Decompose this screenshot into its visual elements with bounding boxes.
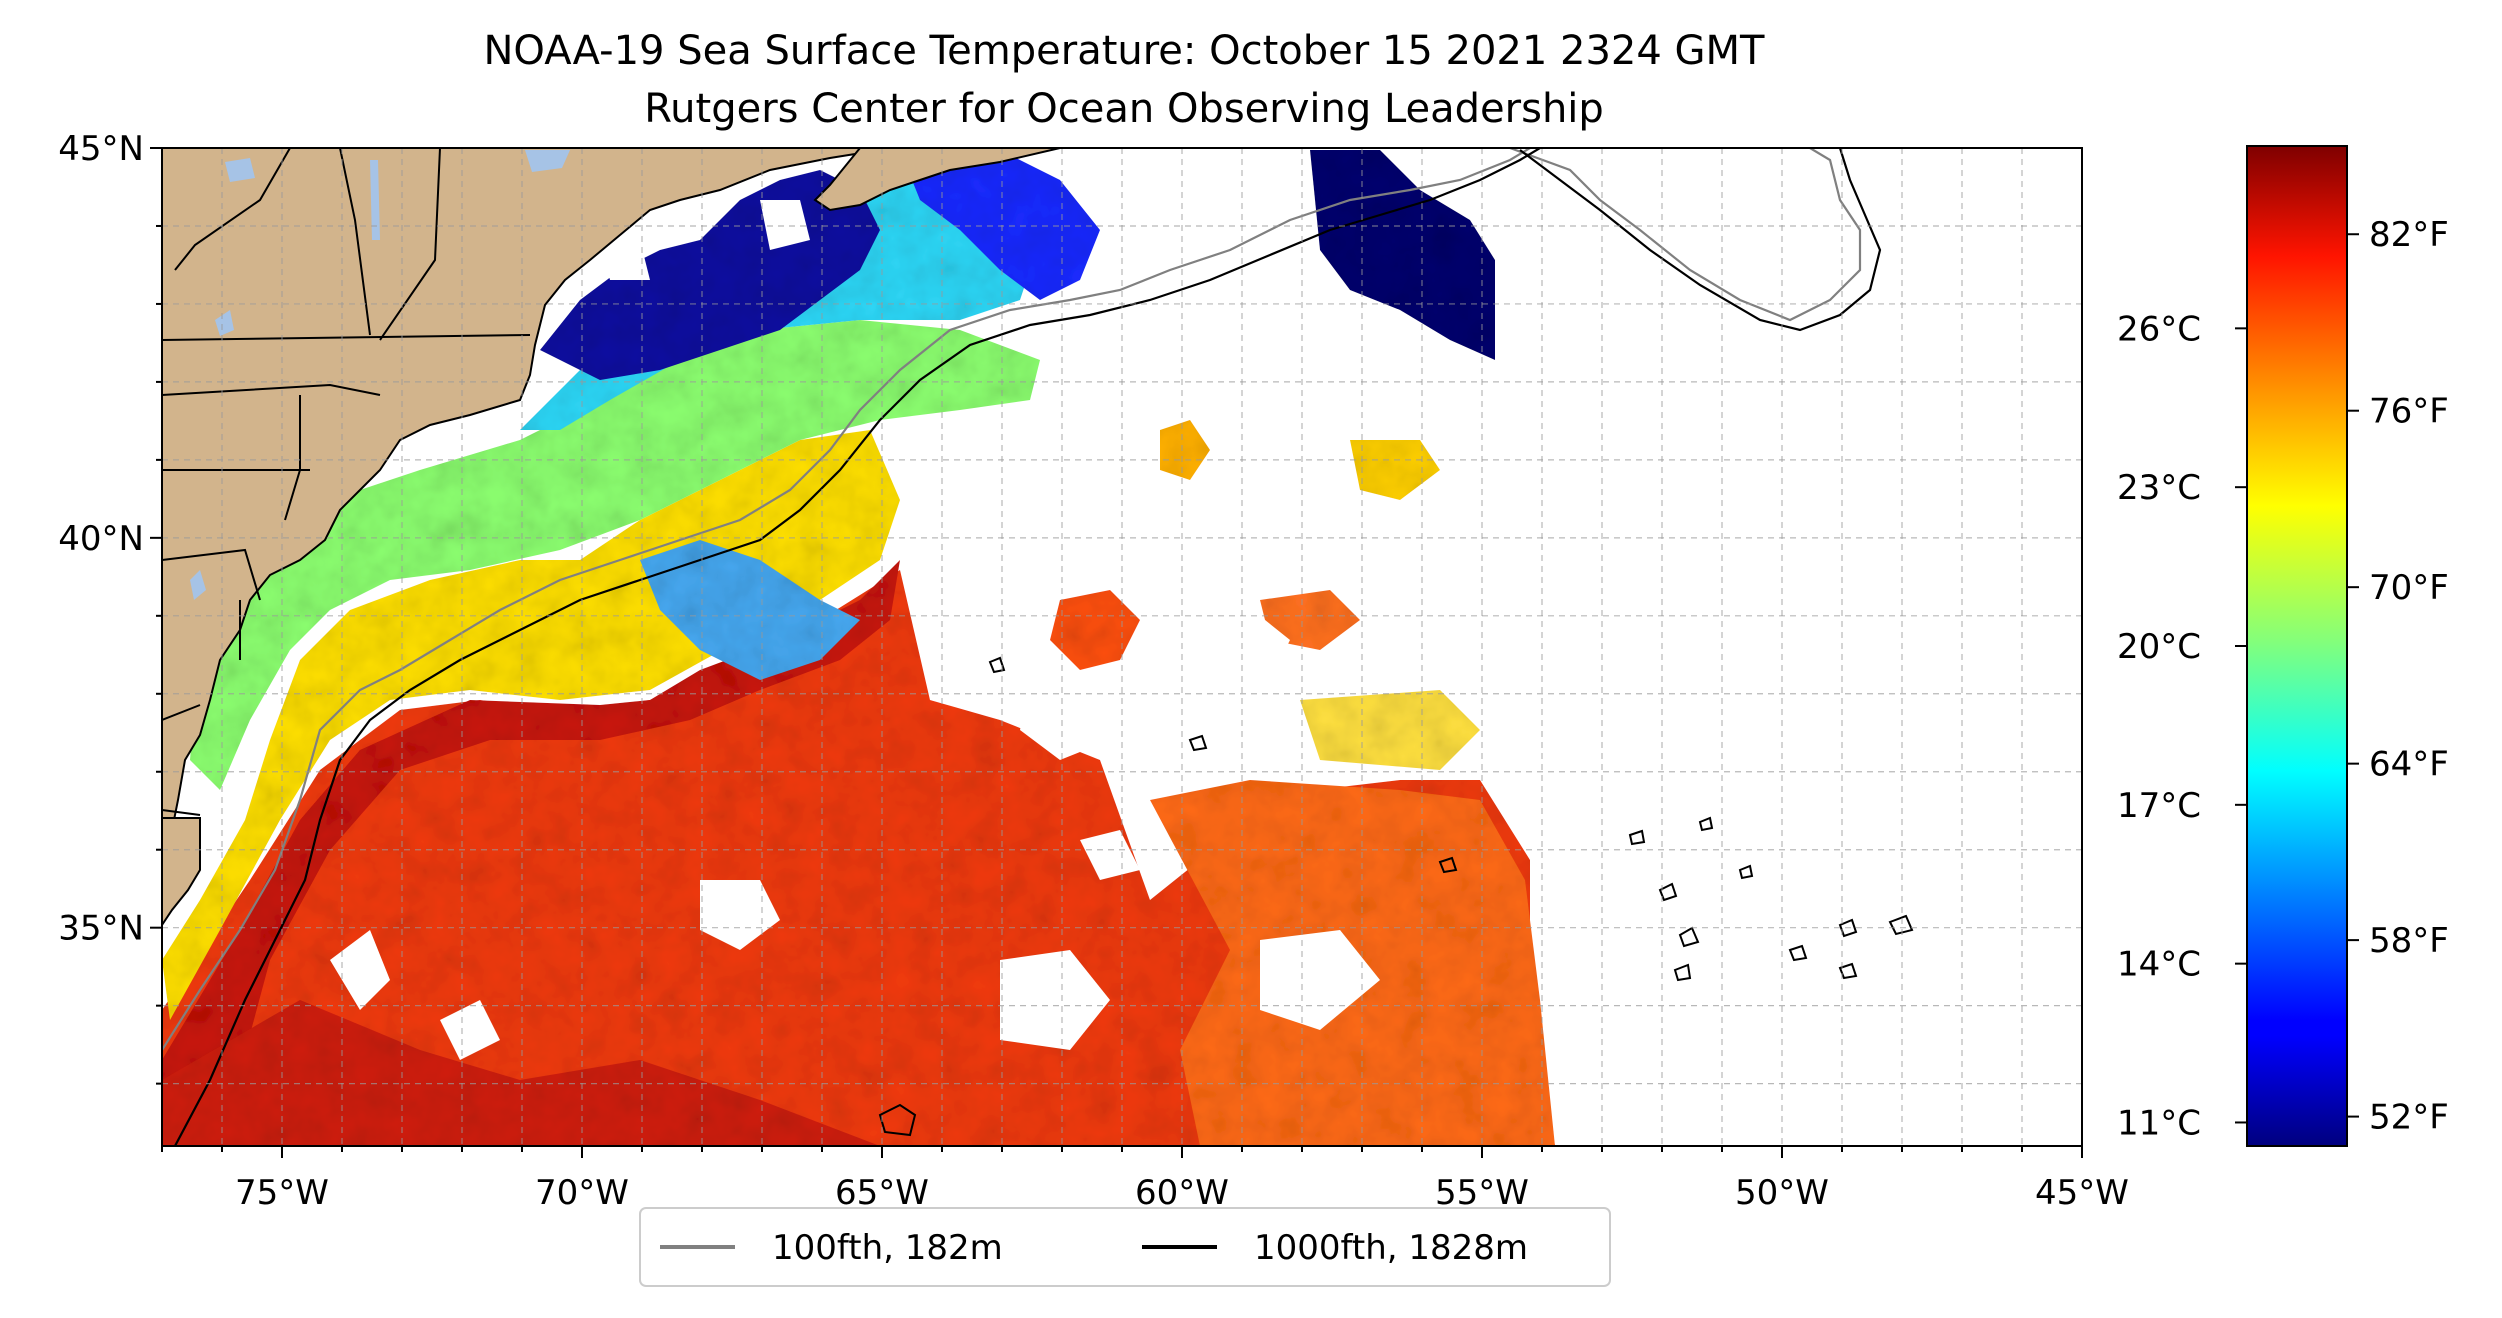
sst-patch-center5	[1300, 690, 1480, 770]
gridlines	[162, 148, 2082, 1146]
cloud-gaps	[330, 200, 1380, 1060]
sst-patch-center2	[1160, 420, 1210, 480]
sst-shelf-green	[190, 320, 1040, 790]
colorbar-f-label: 52°F	[2369, 1098, 2449, 1138]
lon-tick-label: 60°W	[1135, 1173, 1229, 1213]
lon-tick-label: 55°W	[1435, 1173, 1529, 1213]
legend-label-100fth: 100fth, 182m	[772, 1228, 1003, 1268]
sst-cold-northeast	[900, 150, 1100, 300]
land-nova-scotia	[813, 148, 1061, 212]
colorbar-gradient	[2246, 145, 2348, 1147]
sst-patch-center3	[1350, 440, 1440, 500]
sst-cold-region-east	[1310, 150, 1495, 360]
colorbar-f-label: 82°F	[2369, 215, 2449, 255]
lat-tick-label: 35°N	[58, 909, 144, 949]
colorbar-f-label: 70°F	[2369, 568, 2449, 608]
land-north-america	[162, 148, 1001, 861]
latitude-axis: 45°N 40°N 35°N	[58, 129, 162, 1085]
colorbar-c-label: 17°C	[2117, 786, 2201, 826]
colorbar: 52°F 58°F 64°F 70°F 76°F 82°F 11°C 14°C 17°C 20°…	[2117, 145, 2449, 1147]
lon-tick-label: 70°W	[535, 1173, 629, 1213]
sst-hot-core	[162, 560, 900, 1146]
land-north-carolina	[162, 817, 201, 927]
lon-tick-label: 50°W	[1735, 1173, 1829, 1213]
lon-tick-label: 75°W	[235, 1173, 329, 1213]
colorbar-c-label: 20°C	[2117, 627, 2201, 667]
colorbar-c-label: 26°C	[2117, 309, 2201, 349]
contour-1000fth	[174, 148, 1882, 1146]
legend-label-1000fth: 1000fth, 1828m	[1254, 1228, 1528, 1268]
legend-box	[639, 1207, 1611, 1287]
lon-tick-label: 45°W	[2035, 1173, 2129, 1213]
lon-tick-label: 65°W	[835, 1173, 929, 1213]
colorbar-c-label: 14°C	[2117, 945, 2201, 985]
title-line1: NOAA-19 Sea Surface Temperature: October…	[484, 28, 1766, 74]
contour-100fth	[162, 148, 1862, 1051]
colorbar-c-label: 11°C	[2117, 1103, 2201, 1143]
lat-tick-label: 40°N	[58, 519, 144, 559]
sst-slope-blue	[640, 540, 860, 680]
colorbar-fahrenheit-ticks: 52°F 58°F 64°F 70°F 76°F 82°F	[2347, 215, 2449, 1138]
colorbar-f-label: 64°F	[2369, 745, 2449, 785]
map-panel	[162, 148, 2082, 1146]
state-boundaries	[162, 148, 531, 816]
legend: 100fth, 182m 1000fth, 1828m	[639, 1207, 1611, 1287]
longitude-axis: 75°W 70°W 65°W 60°W 55°W 50°W 45°W	[161, 1146, 2129, 1213]
sst-patch-center	[1050, 590, 1140, 670]
lat-tick-label: 45°N	[58, 129, 144, 169]
colorbar-f-label: 58°F	[2369, 921, 2449, 961]
colorbar-c-label: 23°C	[2117, 468, 2201, 508]
islands	[878, 656, 1914, 1137]
title-line2: Rutgers Center for Ocean Observing Leade…	[644, 86, 1604, 132]
colorbar-f-label: 76°F	[2369, 392, 2449, 432]
sst-patch-center4	[1260, 590, 1360, 650]
colorbar-celsius-ticks: 11°C 14°C 17°C 20°C 23°C 26°C	[2117, 309, 2247, 1143]
lakes	[190, 150, 570, 600]
